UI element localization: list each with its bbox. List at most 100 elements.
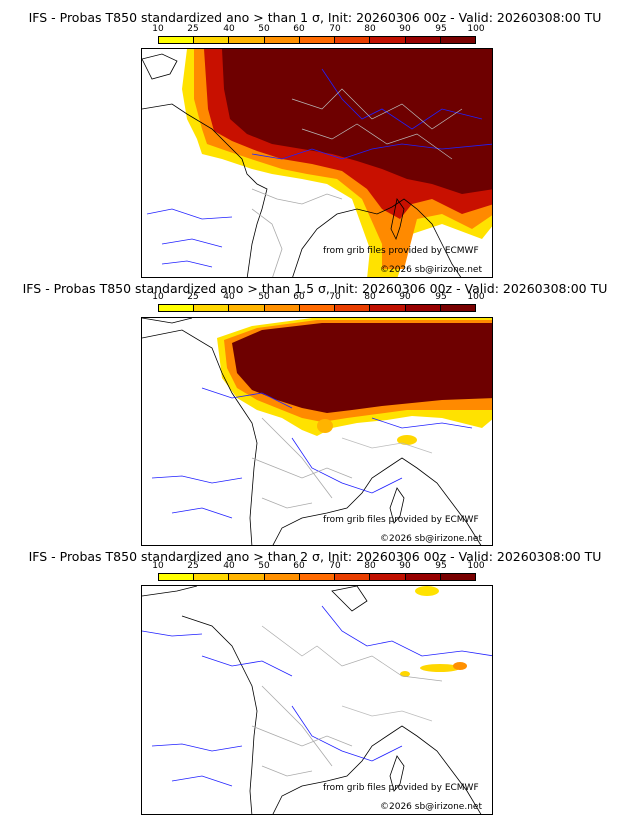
colorbar-swatches <box>158 304 476 312</box>
prob-area-small <box>400 671 410 677</box>
colorbar-swatch <box>229 574 265 580</box>
colorbar-ticks: 10 25 40 50 60 70 80 90 95 100 <box>152 24 484 35</box>
border <box>341 437 433 454</box>
colorbar-tick: 10 <box>152 24 164 34</box>
grib-credit: from grib files provided by ECMWF <box>323 515 479 525</box>
colorbar-swatches <box>158 36 476 44</box>
colorbar-swatch <box>264 37 300 43</box>
colorbar-tick: 60 <box>293 24 305 34</box>
colorbar-ticks: 10 25 40 50 60 70 80 90 95 100 <box>152 561 484 572</box>
colorbar-swatch <box>299 574 336 580</box>
prob-area-darkred <box>222 49 492 194</box>
river <box>161 260 213 268</box>
river <box>171 775 233 787</box>
colorbar-swatch <box>229 37 265 43</box>
border <box>341 705 433 722</box>
colorbar-tick: 50 <box>258 561 270 571</box>
coastline <box>142 53 178 80</box>
colorbar-swatch <box>440 305 475 311</box>
border <box>261 417 333 499</box>
border <box>261 765 313 777</box>
grib-credit: from grib files provided by ECMWF <box>323 246 479 256</box>
colorbar-swatch <box>335 305 371 311</box>
coastline <box>142 329 258 545</box>
colorbar-tick: 25 <box>187 561 199 571</box>
panel-title: IFS - Probas T850 standardized ano > tha… <box>28 549 602 564</box>
river <box>371 417 473 429</box>
border <box>251 208 283 277</box>
prob-area-small <box>415 586 439 596</box>
colorbar-tick: 100 <box>467 292 485 302</box>
border <box>261 625 443 682</box>
colorbar-swatch <box>370 305 406 311</box>
colorbar-tick: 95 <box>435 292 447 302</box>
colorbar-swatch <box>370 574 406 580</box>
colorbar-tick: 95 <box>435 24 447 34</box>
colorbar-swatch <box>335 574 371 580</box>
prob-area-small <box>453 662 467 670</box>
panel-title: IFS - Probas T850 standardized ano > tha… <box>28 10 602 25</box>
river <box>321 68 483 130</box>
colorbar-tick: 90 <box>399 292 411 302</box>
river <box>161 238 223 248</box>
coastline <box>272 457 482 545</box>
colorbar-swatch <box>264 305 300 311</box>
border <box>251 457 353 479</box>
border <box>251 725 353 747</box>
colorbar-swatch <box>299 37 336 43</box>
colorbar-tick: 60 <box>293 561 305 571</box>
colorbar-swatch <box>335 37 371 43</box>
coastline <box>142 318 193 324</box>
colorbar-swatch <box>159 37 195 43</box>
map-svg <box>142 318 492 545</box>
river <box>151 743 243 752</box>
border <box>291 88 463 130</box>
coastline <box>142 103 268 277</box>
river <box>291 705 403 762</box>
border <box>261 685 333 767</box>
colorbar-ticks: 10 25 40 50 60 70 80 90 95 100 <box>152 292 484 303</box>
colorbar-swatches <box>158 573 476 581</box>
colorbar-tick: 25 <box>187 24 199 34</box>
colorbar-swatch <box>405 305 441 311</box>
river <box>142 630 203 637</box>
colorbar-swatch <box>194 305 230 311</box>
coastline <box>389 755 405 792</box>
coastline <box>142 586 198 597</box>
colorbar-swatch <box>405 574 441 580</box>
colorbar-swatch <box>440 37 475 43</box>
colorbar-tick: 40 <box>223 292 235 302</box>
probability-map: from grib files provided by ECMWF ©2026 … <box>141 48 493 278</box>
colorbar-tick: 10 <box>152 292 164 302</box>
coastline <box>292 198 462 277</box>
colorbar-tick: 80 <box>364 24 376 34</box>
site-credit: ©2026 sb@irizone.net <box>380 802 482 812</box>
probability-map: from grib files provided by ECMWF ©2026 … <box>141 317 493 546</box>
colorbar-tick: 100 <box>467 24 485 34</box>
colorbar-swatch <box>194 37 230 43</box>
colorbar-tick: 50 <box>258 292 270 302</box>
colorbar-tick: 60 <box>293 292 305 302</box>
coastline <box>272 725 482 814</box>
prob-area-small <box>397 435 417 445</box>
colorbar-tick: 70 <box>329 561 341 571</box>
colorbar-tick: 80 <box>364 292 376 302</box>
border <box>301 123 453 160</box>
river <box>146 208 233 220</box>
colorbar-tick: 90 <box>399 24 411 34</box>
river <box>201 387 293 409</box>
colorbar-swatch <box>159 574 195 580</box>
grib-credit: from grib files provided by ECMWF <box>323 783 479 793</box>
colorbar-tick: 50 <box>258 24 270 34</box>
colorbar-swatch <box>159 305 195 311</box>
river <box>321 605 492 657</box>
border <box>261 497 313 509</box>
coastline <box>181 615 258 814</box>
colorbar-swatch <box>440 574 475 580</box>
prob-area-small <box>317 419 333 433</box>
river <box>251 143 492 160</box>
colorbar-tick: 90 <box>399 561 411 571</box>
colorbar-tick: 40 <box>223 24 235 34</box>
coastline <box>390 198 405 241</box>
colorbar-tick: 100 <box>467 561 485 571</box>
